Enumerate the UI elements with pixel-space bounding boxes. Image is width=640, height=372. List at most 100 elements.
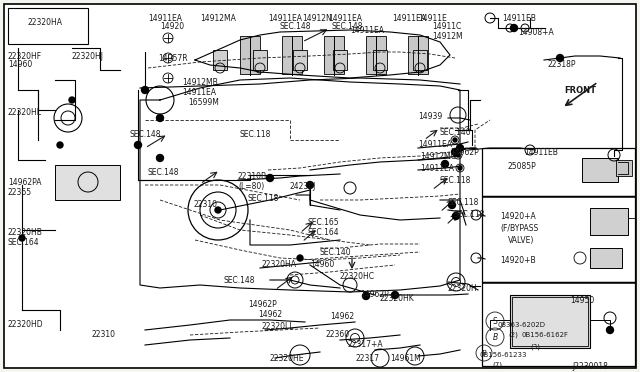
- Text: 22320HD: 22320HD: [8, 320, 44, 329]
- Text: 14911EA: 14911EA: [420, 164, 454, 173]
- Text: 22320HE: 22320HE: [270, 354, 305, 363]
- Circle shape: [69, 97, 75, 103]
- Circle shape: [215, 207, 221, 213]
- Bar: [582, 158, 618, 182]
- Text: 14911EA: 14911EA: [418, 140, 452, 149]
- Text: FRONT: FRONT: [564, 86, 596, 95]
- Text: 14911EA: 14911EA: [182, 88, 216, 97]
- Bar: [213, 50, 227, 70]
- Text: SEC.118: SEC.118: [248, 194, 280, 203]
- Bar: [590, 248, 622, 268]
- Text: 14911EA: 14911EA: [268, 14, 302, 23]
- Text: 14911E: 14911E: [418, 14, 447, 23]
- Text: 22320HA: 22320HA: [262, 260, 297, 269]
- Text: 14911EA: 14911EA: [392, 14, 426, 23]
- Circle shape: [297, 255, 303, 261]
- Circle shape: [458, 166, 462, 170]
- Text: 22310B: 22310B: [238, 172, 267, 181]
- Text: VALVE): VALVE): [508, 236, 534, 245]
- Text: (3): (3): [530, 344, 540, 350]
- Circle shape: [442, 160, 449, 167]
- Text: 14960: 14960: [310, 260, 334, 269]
- Text: 22310: 22310: [194, 200, 218, 209]
- Circle shape: [449, 202, 456, 208]
- Circle shape: [157, 154, 163, 161]
- Text: 14962: 14962: [330, 312, 354, 321]
- Circle shape: [452, 212, 460, 219]
- Circle shape: [362, 292, 369, 299]
- Bar: [413, 50, 427, 70]
- Text: SEC.164: SEC.164: [8, 238, 40, 247]
- Text: 14920+B: 14920+B: [500, 256, 536, 265]
- Circle shape: [57, 142, 63, 148]
- Bar: [590, 208, 628, 235]
- Text: SEC.164: SEC.164: [308, 228, 340, 237]
- Text: 0B156-6162F: 0B156-6162F: [522, 332, 569, 338]
- Circle shape: [307, 182, 314, 189]
- Bar: [482, 148, 635, 196]
- Text: 22310: 22310: [92, 330, 116, 339]
- Text: 14920+A: 14920+A: [500, 212, 536, 221]
- Text: 22320HJ: 22320HJ: [72, 52, 104, 61]
- Text: SEC.118: SEC.118: [440, 176, 472, 185]
- Text: 22320HK: 22320HK: [380, 294, 415, 303]
- Text: 22320HF: 22320HF: [8, 52, 42, 61]
- Text: 14912MC: 14912MC: [420, 152, 456, 161]
- Text: SEC.148: SEC.148: [148, 168, 179, 177]
- Polygon shape: [195, 30, 450, 78]
- Text: 14911EA: 14911EA: [148, 14, 182, 23]
- Text: 14962P: 14962P: [248, 300, 276, 309]
- Circle shape: [266, 174, 273, 182]
- Text: (7): (7): [492, 362, 502, 369]
- Circle shape: [141, 87, 148, 93]
- Circle shape: [453, 138, 457, 142]
- Bar: [482, 196, 635, 282]
- Text: B: B: [482, 350, 486, 356]
- Text: SEC.148: SEC.148: [332, 22, 364, 31]
- Text: B: B: [492, 333, 498, 341]
- Bar: [408, 36, 428, 74]
- Text: 14962P: 14962P: [450, 148, 479, 157]
- Text: SEC.148: SEC.148: [130, 130, 161, 139]
- Text: SEC.140: SEC.140: [320, 248, 351, 257]
- Bar: [282, 36, 302, 74]
- Bar: [333, 50, 347, 70]
- Bar: [510, 295, 590, 348]
- Circle shape: [134, 141, 141, 148]
- Text: 14957R: 14957R: [158, 54, 188, 63]
- Bar: [293, 50, 307, 70]
- Bar: [55, 165, 120, 200]
- Text: 14960: 14960: [8, 60, 32, 69]
- Text: 22320H: 22320H: [448, 284, 477, 293]
- Circle shape: [392, 292, 399, 298]
- Text: 22317: 22317: [356, 354, 380, 363]
- Text: 14911EB: 14911EB: [502, 14, 536, 23]
- Text: SEC.148: SEC.148: [280, 22, 312, 31]
- Text: 22318P: 22318P: [548, 60, 577, 69]
- Text: 22320HA: 22320HA: [28, 18, 63, 27]
- Text: 24230J: 24230J: [290, 182, 316, 191]
- Text: 14962PA: 14962PA: [8, 178, 42, 187]
- Text: (L=80): (L=80): [238, 182, 264, 191]
- Text: SEC.148: SEC.148: [224, 276, 255, 285]
- Text: 14911EB: 14911EB: [524, 148, 558, 157]
- Text: 14962: 14962: [258, 310, 282, 319]
- Text: (F/BYPASS: (F/BYPASS: [500, 224, 538, 233]
- Circle shape: [19, 235, 25, 241]
- Text: 22317+A: 22317+A: [348, 340, 383, 349]
- Text: 14911C: 14911C: [432, 22, 461, 31]
- Circle shape: [607, 327, 614, 334]
- Text: 22360: 22360: [326, 330, 350, 339]
- Circle shape: [456, 153, 460, 157]
- Bar: [482, 282, 635, 366]
- Text: SEC.118: SEC.118: [240, 130, 271, 139]
- Text: 22320HB: 22320HB: [8, 228, 43, 237]
- Text: 22365: 22365: [8, 188, 32, 197]
- Text: 0B156-61233: 0B156-61233: [480, 352, 527, 358]
- Text: SEC.165: SEC.165: [308, 218, 340, 227]
- Text: 14911EA: 14911EA: [350, 26, 384, 35]
- Text: 22320HL: 22320HL: [8, 108, 42, 117]
- Text: (2): (2): [508, 332, 518, 339]
- Bar: [240, 36, 260, 74]
- Text: 14939: 14939: [418, 112, 442, 121]
